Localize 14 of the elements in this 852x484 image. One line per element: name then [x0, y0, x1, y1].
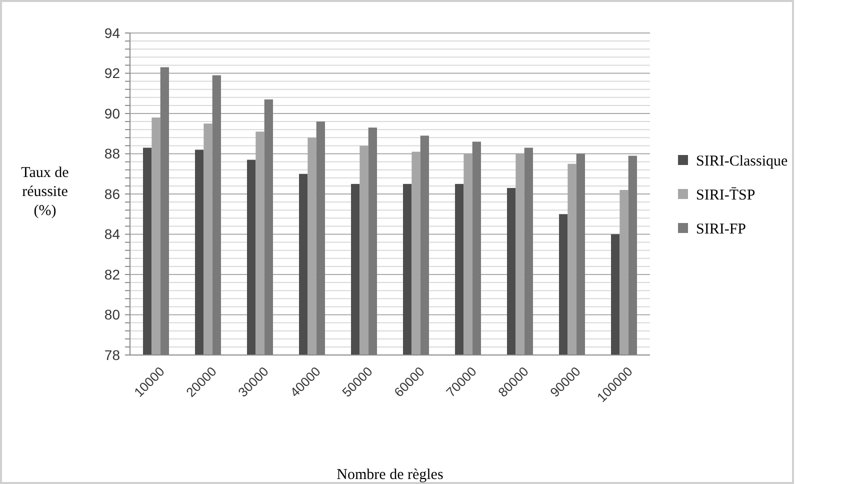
x-axis-title: Nombre de règles [336, 467, 444, 483]
legend-label: SIRI-FP [696, 221, 746, 238]
legend-label: SIRI-Classique [696, 153, 788, 170]
y-tick-label: 84 [104, 226, 120, 242]
y-tick-label: 86 [104, 186, 120, 202]
y-tick-label: 90 [104, 105, 120, 122]
y-tick-label: 92 [104, 65, 120, 82]
legend-label: SIRI-T̄SP [696, 186, 756, 204]
y-tick-label: 82 [104, 266, 120, 282]
y-tick-label: 94 [104, 24, 120, 41]
y-tick-label: 80 [104, 306, 120, 323]
y-tick-label: 78 [104, 346, 120, 363]
y-axis-title: Taux de réussite (%) [21, 165, 70, 219]
y-tick-label: 88 [104, 146, 120, 162]
